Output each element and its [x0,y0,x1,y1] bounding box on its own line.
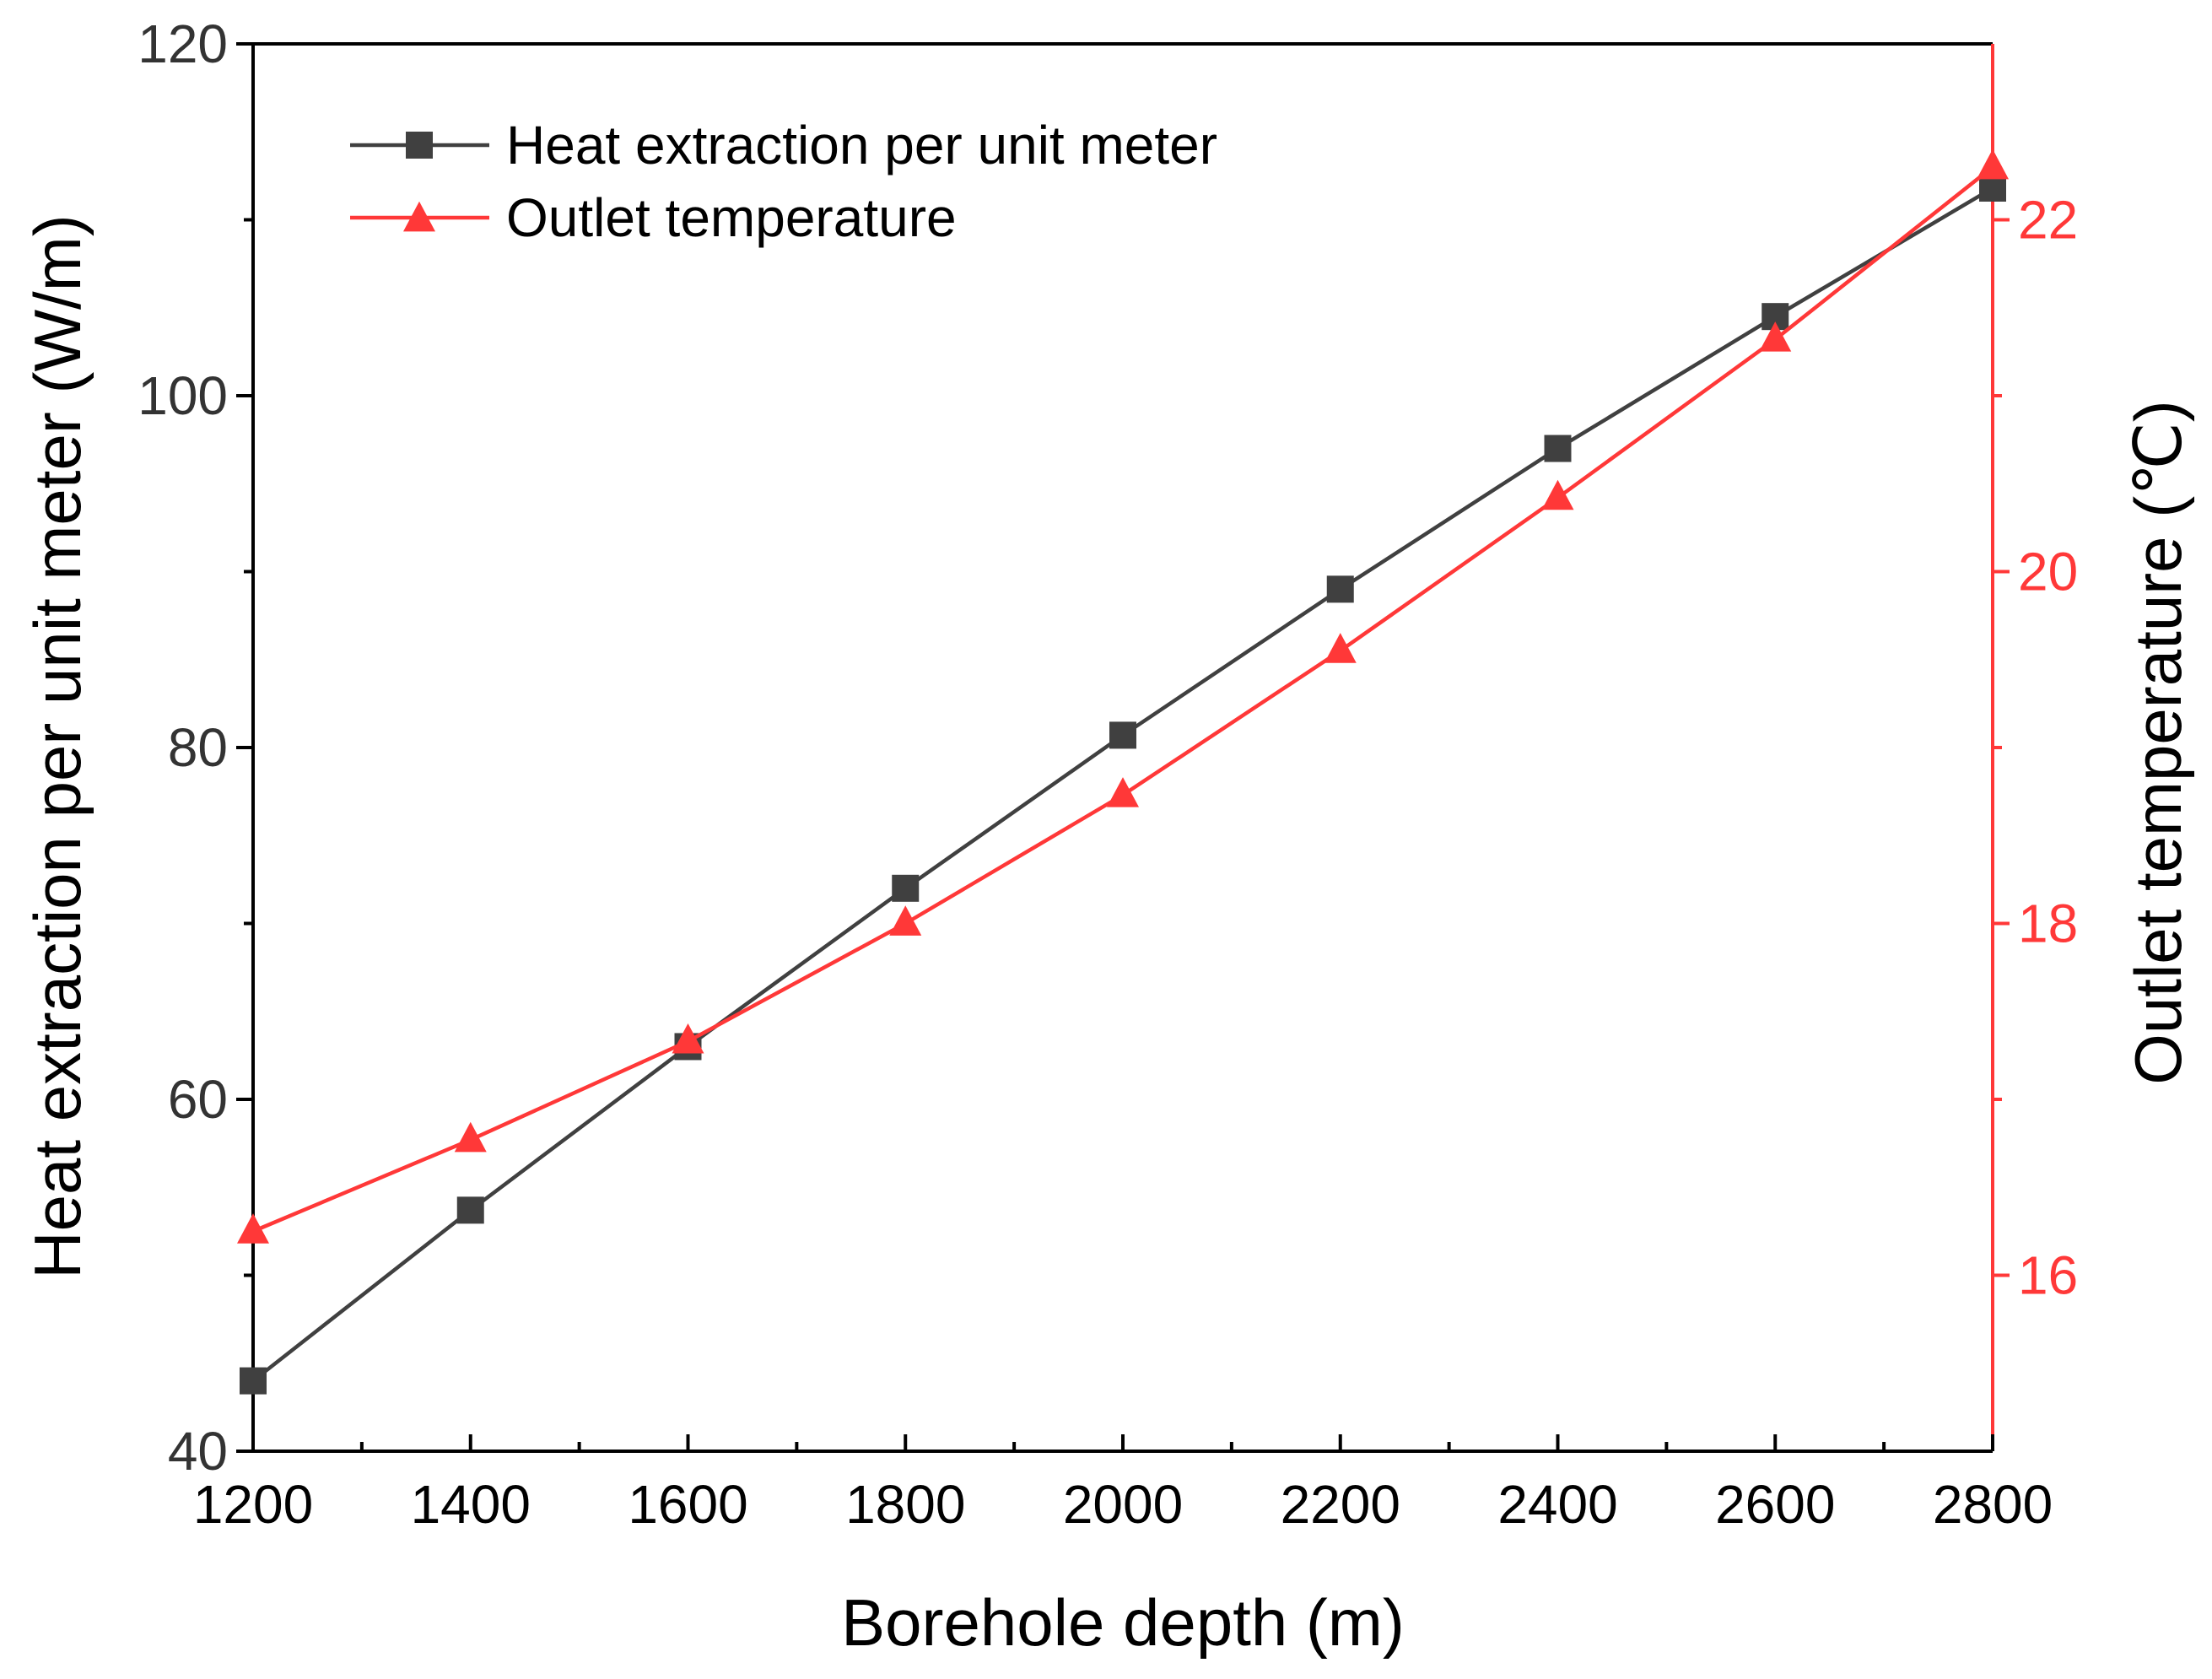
y-axis-right-title: Outlet temperature (℃) [2121,400,2195,1085]
triangle-marker [1324,633,1357,663]
x-tick-label: 1200 [193,1474,313,1535]
legend: Heat extraction per unit meter Outlet tem… [350,115,1217,248]
x-tick-label: 1800 [845,1474,965,1535]
x-tick-label: 2400 [1497,1474,1617,1535]
square-marker [406,132,433,159]
y-right-tick-label: 20 [2018,542,2078,602]
triangle-marker [454,1121,487,1153]
legend-label: Heat extraction per unit meter [506,115,1217,175]
y-right-tick-label: 22 [2018,190,2078,251]
triangle-marker [237,1213,269,1244]
series-outlet-temperature [237,148,2009,1244]
triangle-marker [889,905,922,936]
y-right-tick-label: 16 [2018,1245,2078,1306]
square-marker [892,874,920,902]
series-line [252,165,1994,1234]
triangle-marker [1541,479,1574,510]
y-left-tick-label: 40 [168,1421,228,1482]
legend-entry: Outlet temperature [350,187,957,248]
square-marker [456,1196,484,1224]
x-tick-label: 2800 [1933,1474,2053,1535]
legend-entry: Heat extraction per unit meter [350,115,1217,175]
y-left-tick-label: 80 [168,717,228,778]
y-left-tick-label: 100 [138,365,228,426]
series-group [237,148,2009,1395]
triangle-marker [1977,148,2009,180]
axis-titles: Borehole depth (m) Heat extraction per u… [20,214,2195,1660]
axes-group: 1200 1400 1600 1800 2000 2200 2400 2600 2800 40 60… [138,13,2078,1535]
triangle-marker [1759,321,1792,352]
x-axis-title: Borehole depth (m) [841,1585,1405,1660]
square-marker [1326,575,1354,603]
legend-label: Outlet temperature [506,187,957,248]
x-tick-label: 1400 [411,1474,531,1535]
triangle-marker [403,201,435,232]
square-marker [240,1367,267,1395]
square-marker [1109,721,1136,749]
series-heat-extraction [240,174,2006,1395]
x-tick-label: 1600 [628,1474,747,1535]
square-marker [1544,435,1572,462]
triangle-marker [672,1023,704,1054]
triangle-marker [1107,777,1139,807]
y-left-tick-label: 120 [138,13,228,74]
x-tick-label: 2600 [1715,1474,1835,1535]
x-tick-label: 2200 [1281,1474,1400,1535]
x-tick-label: 2000 [1063,1474,1183,1535]
y-axis-left-title: Heat extraction per unit meter (W/m) [20,214,94,1278]
y-right-tick-label: 18 [2018,893,2078,954]
y-left-tick-label: 60 [168,1069,228,1130]
